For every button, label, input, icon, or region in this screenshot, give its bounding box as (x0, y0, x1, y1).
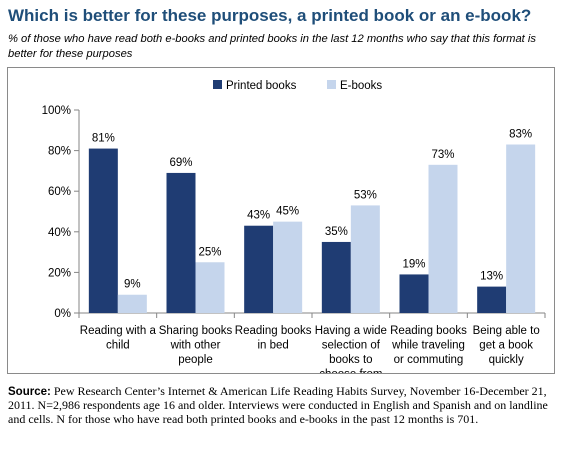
x-tick-label: Having a wide (315, 325, 387, 337)
y-tick-label: 100% (42, 105, 71, 117)
data-label: 35% (325, 226, 348, 238)
data-label: 53% (354, 189, 377, 201)
bar-e-books (195, 262, 225, 313)
bar-printed-books (166, 172, 196, 313)
source-note: Source: Pew Research Center’s Internet &… (8, 384, 558, 426)
y-tick-label: 20% (48, 267, 71, 279)
x-tick-label: books to (329, 354, 372, 366)
legend-label-printed-books: Printed books (226, 80, 297, 92)
data-label: 81% (92, 133, 115, 145)
x-tick-label: with other (170, 340, 221, 352)
y-tick-label: 0% (54, 308, 71, 320)
bar-e-books (428, 164, 458, 313)
bar-printed-books (321, 241, 351, 313)
data-label: 73% (431, 149, 454, 161)
data-label: 45% (276, 206, 299, 218)
data-label: 25% (198, 246, 221, 258)
data-label: 69% (169, 157, 192, 169)
data-label: 9% (124, 279, 141, 291)
legend-swatch-e-books (327, 80, 336, 89)
legend-label-e-books: E-books (340, 80, 382, 92)
data-label: 19% (402, 258, 425, 270)
y-tick-label: 80% (48, 146, 71, 158)
y-tick-label: 40% (48, 227, 71, 239)
x-tick-label: Reading books (390, 325, 467, 337)
x-tick-label: Reading with a (80, 325, 157, 337)
bar-printed-books (244, 225, 274, 313)
data-label: 83% (509, 129, 532, 141)
bar-e-books (117, 294, 147, 313)
bar-printed-books (477, 286, 507, 313)
x-tick-label: Being able to (473, 325, 540, 337)
data-label: 13% (480, 271, 503, 283)
x-tick-label: Reading books (235, 325, 312, 337)
legend-swatch-printed-books (213, 80, 222, 89)
x-tick-label: selection of (322, 340, 381, 352)
data-label: 43% (247, 210, 270, 222)
x-tick-label: in bed (257, 340, 288, 352)
chart-title: Which is better for these purposes, a pr… (8, 6, 532, 25)
chart-subtitle: % of those who have read both e-books an… (8, 33, 536, 60)
source-label: Source: (8, 386, 51, 398)
x-tick-label: quickly (489, 354, 524, 366)
x-tick-label: child (106, 340, 130, 352)
bar-printed-books (88, 148, 118, 313)
bar-printed-books (399, 274, 429, 313)
source-text: Pew Research Center’s Internet & America… (8, 384, 548, 426)
bar-e-books (273, 221, 303, 313)
x-tick-label: Sharing books (159, 325, 233, 337)
x-tick-label: people (178, 354, 213, 366)
x-tick-label: or commuting (394, 354, 464, 366)
x-tick-label: while traveling (391, 340, 465, 352)
chart-frame: 0% 20% 40% 60% 80% 100% 81% 9% Reading with a chi… (7, 67, 555, 374)
bar-e-books (506, 144, 536, 313)
x-tick-label: get a book (479, 340, 533, 352)
bar-e-books (350, 205, 380, 313)
x-tick-label: choose from (319, 369, 382, 374)
y-tick-label: 60% (48, 186, 71, 198)
bar-chart: 0% 20% 40% 60% 80% 100% 81% 9% Reading with a chi… (42, 80, 546, 374)
